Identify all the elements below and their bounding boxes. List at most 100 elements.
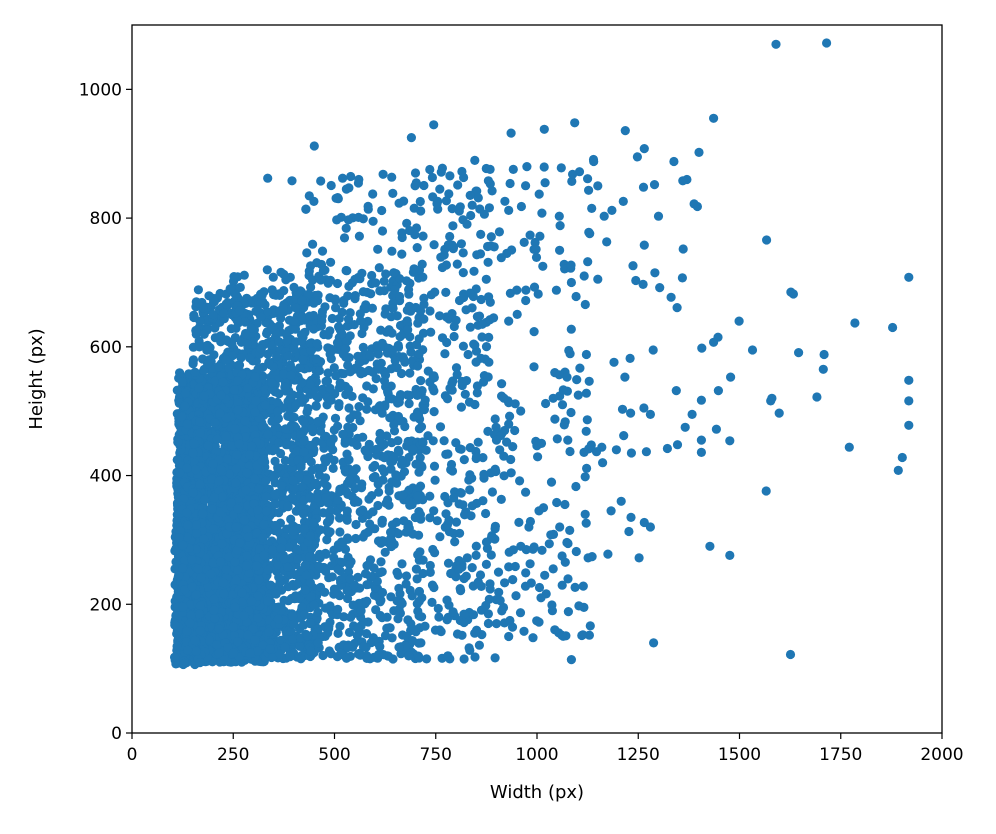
data-point — [329, 455, 339, 465]
data-point — [221, 565, 231, 575]
data-point — [232, 450, 242, 460]
data-point — [352, 410, 362, 420]
data-point — [243, 532, 253, 542]
data-point — [318, 508, 328, 518]
data-point — [254, 575, 264, 585]
data-point — [281, 440, 291, 450]
data-point — [172, 477, 182, 487]
data-point — [345, 331, 355, 341]
data-point — [182, 419, 192, 429]
data-point — [311, 401, 321, 411]
data-point — [219, 589, 229, 599]
data-point — [367, 270, 377, 281]
data-point — [246, 596, 257, 606]
data-point — [267, 384, 277, 395]
data-point — [244, 450, 255, 460]
data-point — [209, 492, 219, 503]
data-point — [241, 561, 252, 571]
data-point — [204, 291, 214, 301]
data-point — [240, 416, 250, 426]
data-point — [368, 473, 378, 483]
data-point — [221, 335, 231, 345]
data-point — [257, 290, 267, 300]
data-point — [341, 653, 352, 663]
data-point — [301, 570, 311, 581]
data-point — [343, 552, 353, 563]
data-point — [252, 646, 263, 656]
data-point — [296, 394, 307, 404]
data-point — [330, 413, 341, 423]
data-point — [351, 519, 361, 530]
data-point — [228, 648, 239, 658]
data-point — [273, 407, 283, 417]
data-point — [280, 642, 290, 653]
data-point — [289, 619, 299, 629]
data-point — [267, 378, 277, 388]
data-point — [203, 582, 213, 593]
data-point — [274, 572, 284, 582]
data-point — [328, 463, 338, 473]
data-point — [421, 445, 431, 455]
data-point — [345, 574, 355, 584]
data-point — [194, 383, 204, 393]
data-point — [212, 640, 222, 650]
data-point — [286, 370, 296, 380]
data-point — [297, 336, 307, 346]
data-point — [291, 591, 301, 601]
data-point — [268, 272, 278, 282]
data-point — [378, 475, 388, 485]
data-point — [341, 265, 351, 276]
data-point — [276, 267, 286, 277]
data-point — [234, 360, 245, 370]
data-point — [248, 624, 258, 634]
data-point — [188, 448, 198, 458]
data-point — [268, 322, 278, 332]
data-point — [240, 432, 250, 442]
data-point — [242, 551, 252, 561]
data-point — [222, 454, 232, 464]
data-point — [347, 391, 357, 401]
data-point — [231, 464, 241, 474]
data-point — [241, 485, 251, 495]
data-point — [276, 635, 286, 645]
data-point — [213, 362, 224, 372]
data-point — [228, 590, 238, 600]
data-point — [182, 463, 192, 473]
data-point — [233, 405, 243, 415]
data-point — [257, 456, 267, 466]
data-point — [210, 323, 220, 333]
data-point — [233, 376, 243, 386]
data-point — [189, 439, 199, 449]
data-point — [203, 359, 213, 369]
data-point — [267, 285, 277, 295]
data-point — [346, 612, 356, 622]
data-point — [317, 246, 328, 256]
data-point — [308, 518, 319, 528]
data-point — [239, 270, 249, 280]
data-point — [230, 602, 240, 612]
data-point — [210, 613, 220, 623]
data-point — [276, 481, 287, 491]
data-point — [250, 474, 260, 484]
data-point — [172, 385, 182, 395]
data-point — [279, 369, 289, 379]
data-point — [415, 453, 425, 463]
data-point — [280, 456, 290, 466]
data-point — [272, 397, 282, 407]
data-point — [335, 527, 345, 537]
data-point — [305, 531, 315, 541]
data-point — [221, 413, 232, 423]
data-point — [363, 397, 373, 407]
data-point — [285, 394, 295, 404]
data-point — [289, 316, 299, 326]
data-point — [379, 286, 389, 296]
data-point — [230, 424, 240, 434]
data-point — [376, 557, 386, 567]
data-point — [309, 298, 319, 308]
data-point — [271, 589, 281, 599]
data-point — [225, 284, 235, 294]
data-point — [250, 635, 260, 645]
data-point — [253, 505, 263, 515]
data-point — [286, 363, 296, 374]
data-point — [279, 554, 289, 564]
